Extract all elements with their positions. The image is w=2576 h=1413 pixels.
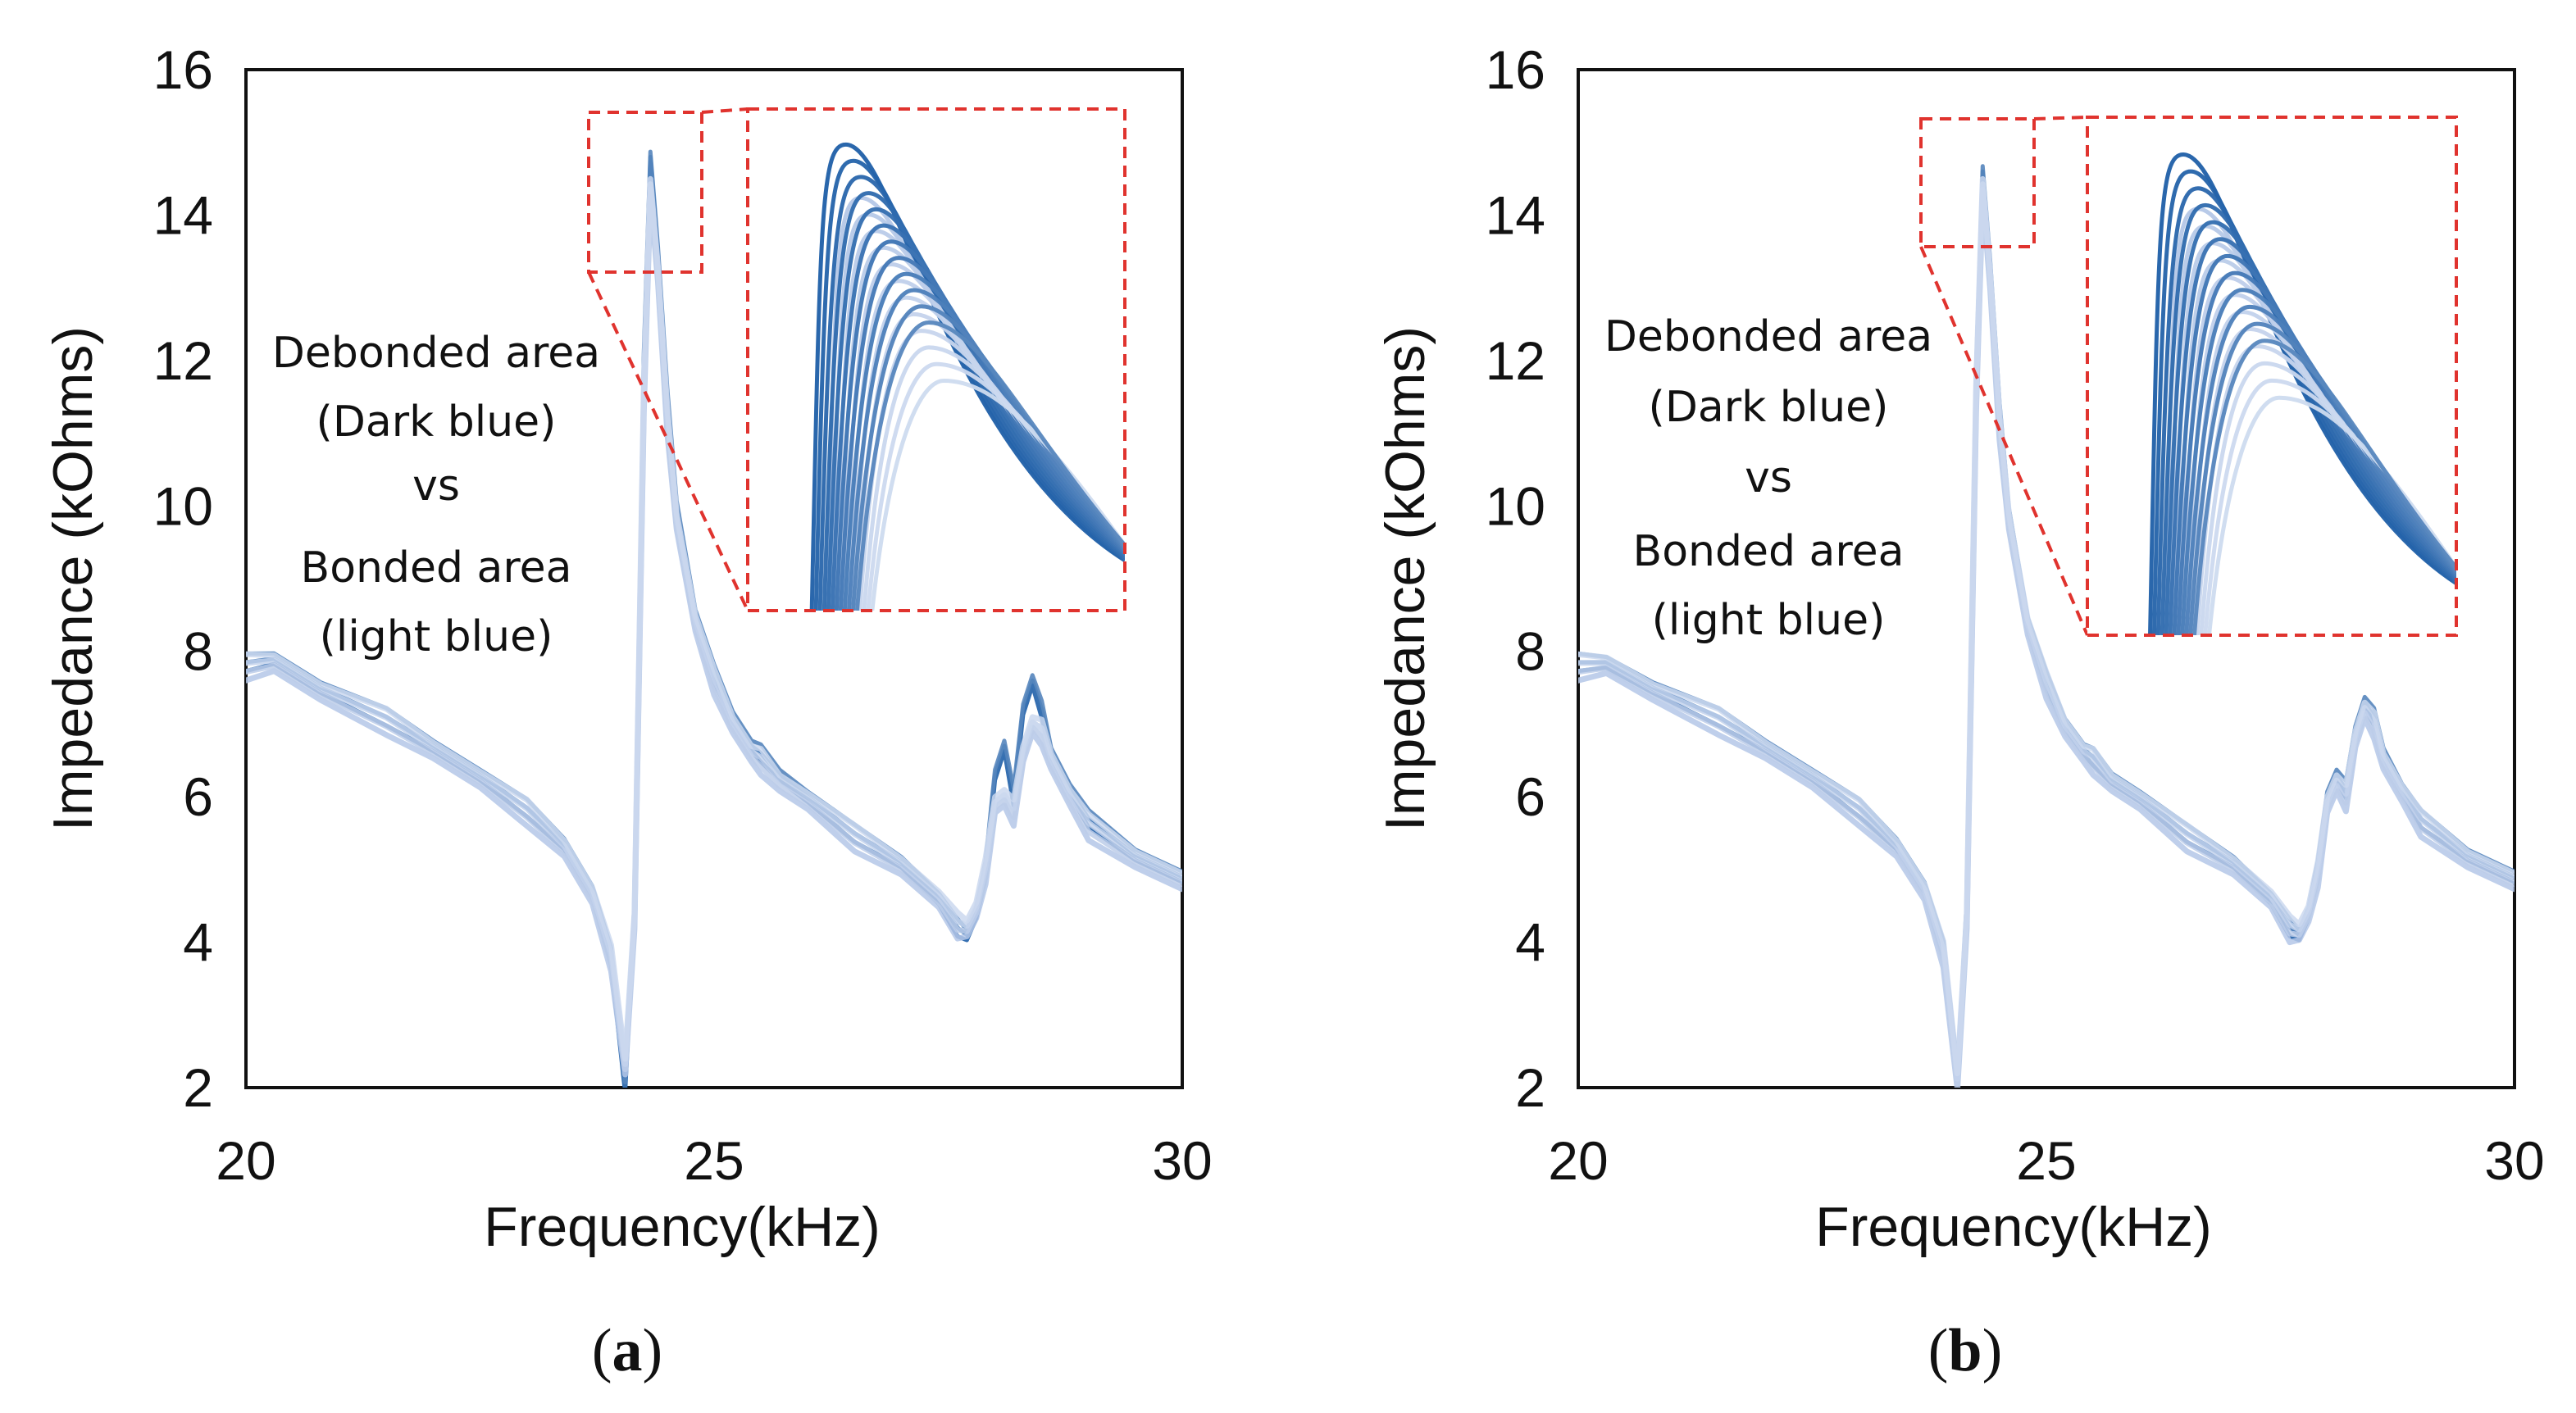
annotation-line-1: Debonded area	[1604, 312, 1932, 361]
panel-letter-b: b	[1948, 1317, 1982, 1384]
inset-debonded-curve	[813, 158, 1125, 611]
x-tick-label: 30	[1152, 1130, 1212, 1191]
y-tick-label: 10	[1486, 475, 1545, 536]
annotation-line-3: vs	[412, 461, 460, 511]
y-tick-label: 12	[1486, 330, 1545, 391]
inset-debonded-curve	[817, 175, 1125, 611]
inset-debonded-curve	[809, 142, 1125, 611]
y-tick-label: 10	[153, 475, 213, 536]
annotation: Debonded area (Dark blue) vs Bonded area…	[1604, 312, 1932, 645]
y-tick-label: 2	[183, 1057, 213, 1118]
inset-debonded-curve	[2168, 237, 2456, 635]
inset-debonded-curve	[2155, 186, 2456, 635]
series-bonded-line	[246, 175, 1182, 1062]
annotation-line-2: (Dark blue)	[316, 398, 557, 447]
y-tick-label: 6	[183, 766, 213, 827]
annotation-line-1: Debonded area	[272, 329, 600, 378]
y-tick-label: 16	[153, 39, 213, 100]
chart-panel-b: 2 4 6 8 10 12 14 16 20 25 30 Impedance (kOhms) Fr…	[1374, 39, 2545, 1384]
plot-area-frame	[244, 68, 1184, 1089]
y-tick-label: 16	[1486, 39, 1545, 100]
inset-debonded-curve	[826, 207, 1125, 611]
annotation-line-5: (light blue)	[1652, 596, 1886, 645]
annotation-line-3: vs	[1745, 453, 1792, 502]
zoom-connector-bottom	[1919, 246, 2089, 636]
zoom-source-box	[1919, 117, 2036, 248]
zoom-inset-background	[748, 109, 1125, 611]
inset-debonded-curve	[2172, 253, 2456, 635]
annotation-line-2: (Dark blue)	[1649, 383, 1889, 432]
series-bonded-line	[1578, 175, 2515, 1077]
annotation-line-5: (light blue)	[320, 612, 553, 661]
inset-debonded-curve	[2176, 270, 2456, 635]
annotation-line-4: Bonded area	[301, 543, 572, 593]
zoom-inset-box	[2086, 116, 2458, 637]
x-tick-label: 20	[1548, 1130, 1608, 1191]
x-tick-label: 25	[684, 1130, 744, 1191]
plot-area-frame	[1577, 68, 2516, 1089]
zoom-connector-top	[701, 107, 749, 114]
inset-debonded-curve	[838, 256, 1125, 611]
inset-debonded-curve	[2160, 202, 2456, 635]
x-tick-labels: 20 25 30	[216, 1130, 1212, 1191]
y-tick-label: 14	[1486, 184, 1545, 245]
zoom-inset-curves	[2148, 152, 2456, 635]
panel-letter-a: a	[612, 1317, 643, 1384]
inset-debonded-curve	[830, 223, 1125, 611]
y-tick-labels: 2 4 6 8 10 12 14 16	[153, 39, 213, 1118]
inset-debonded-curve	[2164, 220, 2456, 635]
x-tick-label: 25	[2016, 1130, 2076, 1191]
zoom-inset-curves	[809, 142, 1125, 611]
y-axis-label: Impedance (kOhms)	[42, 326, 104, 831]
y-tick-label: 14	[153, 184, 213, 245]
annotation: Debonded area (Dark blue) vs Bonded area…	[272, 329, 600, 661]
annotation-line-4: Bonded area	[1633, 527, 1905, 576]
inset-debonded-curve	[854, 320, 1125, 611]
zoom-connector-bottom	[587, 271, 749, 611]
x-tick-labels: 20 25 30	[1548, 1130, 2544, 1191]
panel-label-b: (b)	[1928, 1317, 2002, 1384]
y-axis-label: Impedance (kOhms)	[1374, 326, 1436, 831]
y-tick-label: 4	[1515, 912, 1545, 973]
series-group	[246, 149, 1182, 1088]
y-tick-label: 2	[1515, 1057, 1545, 1118]
y-tick-label: 8	[183, 621, 213, 682]
panel-label-a: (a)	[592, 1317, 662, 1384]
y-tick-label: 4	[183, 912, 213, 973]
zoom-source-box	[587, 111, 703, 274]
inset-debonded-curve	[834, 239, 1125, 611]
zoom-inset-background	[2087, 117, 2456, 635]
zoom-inset-box	[746, 107, 1126, 612]
x-tick-label: 20	[216, 1130, 275, 1191]
inset-debonded-curve	[2192, 338, 2456, 635]
inset-debonded-curve	[2151, 169, 2456, 635]
chart-panel-a: 2 4 6 8 10 12 14 16 20 25 30 Impedance (kOhms) Fr…	[42, 39, 1213, 1384]
inset-debonded-curve	[2180, 288, 2456, 635]
series-group	[1578, 164, 2515, 1088]
zoom-connector-top	[2033, 116, 2088, 120]
y-tick-label: 12	[153, 330, 213, 391]
inset-debonded-curve	[821, 191, 1125, 611]
y-tick-label: 8	[1515, 621, 1545, 682]
x-tick-label: 30	[2484, 1130, 2544, 1191]
x-axis-label: Frequency(kHz)	[484, 1196, 881, 1258]
y-tick-label: 6	[1515, 766, 1545, 827]
x-axis-label: Frequency(kHz)	[1815, 1196, 2212, 1258]
y-tick-labels: 2 4 6 8 10 12 14 16	[1486, 39, 1545, 1118]
inset-debonded-curve	[2148, 152, 2456, 635]
